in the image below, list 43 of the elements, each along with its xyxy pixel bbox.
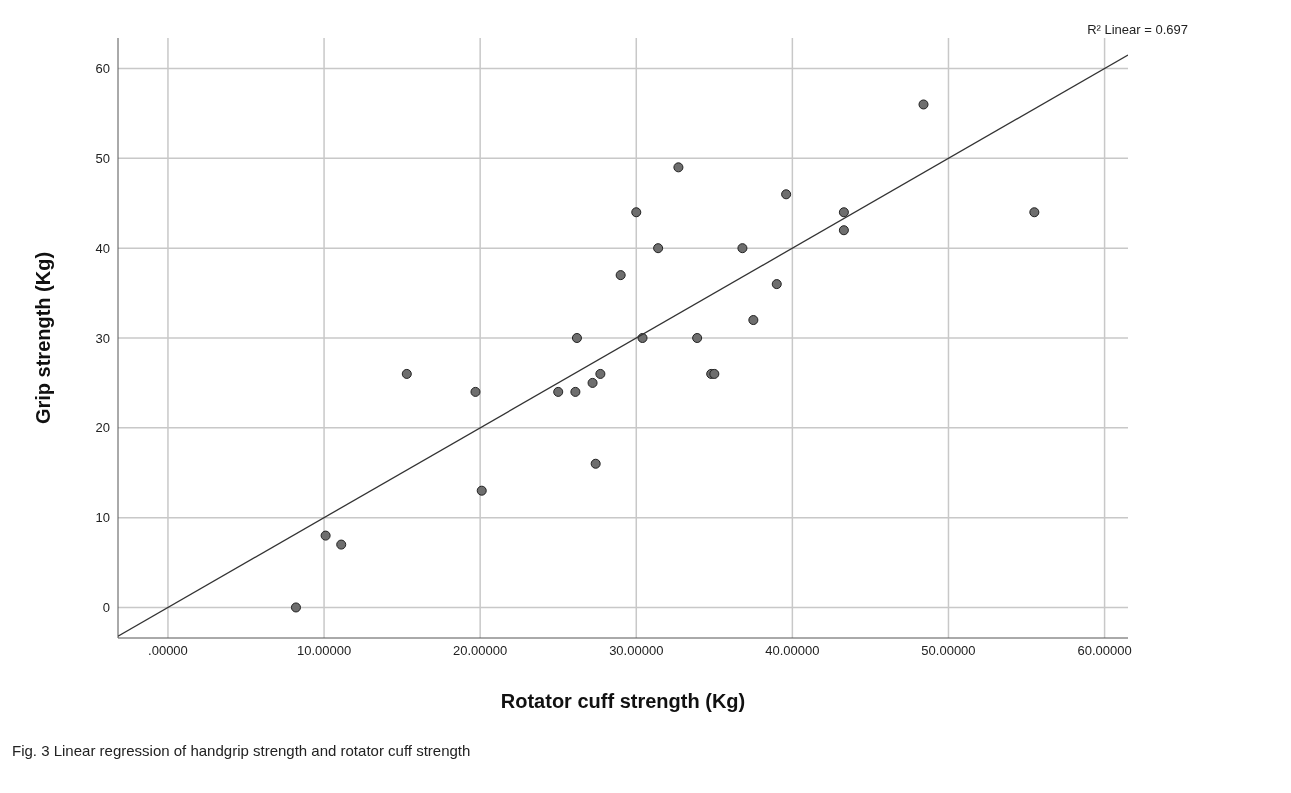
y-tick-label: 10 bbox=[95, 510, 110, 526]
point bbox=[631, 207, 642, 218]
y-tick-label: 50 bbox=[95, 150, 110, 166]
point bbox=[748, 315, 759, 326]
y-tick-label: 60 bbox=[95, 61, 110, 77]
x-tick-label: 40.00000 bbox=[765, 643, 820, 659]
point bbox=[595, 368, 606, 379]
point bbox=[838, 207, 849, 218]
point bbox=[771, 279, 782, 290]
y-tick-label: 20 bbox=[95, 420, 110, 436]
point bbox=[290, 602, 301, 613]
x-tick-label: .00000 bbox=[148, 643, 188, 659]
y-tick-label: 40 bbox=[95, 240, 110, 256]
point bbox=[320, 530, 331, 541]
point bbox=[838, 225, 849, 236]
y-axis-title: Grip strength (Kg) bbox=[32, 251, 55, 425]
text: R² Linear = 0.697 bbox=[1087, 22, 1188, 37]
point bbox=[1029, 207, 1040, 218]
x-tick-label: 60.00000 bbox=[1077, 643, 1132, 659]
point bbox=[673, 162, 684, 173]
point bbox=[470, 386, 481, 397]
point bbox=[587, 377, 598, 388]
y-tick-label: 0 bbox=[102, 600, 110, 616]
point bbox=[571, 332, 582, 344]
caption: Fig. 3 Linear regression of handgrip strength and rotator cuff strength bbox=[12, 742, 472, 759]
y-tick-label: 30 bbox=[95, 330, 110, 346]
point bbox=[336, 539, 347, 550]
point bbox=[692, 332, 703, 344]
point bbox=[590, 458, 601, 469]
point bbox=[476, 485, 487, 496]
point bbox=[401, 368, 412, 379]
point bbox=[570, 386, 581, 397]
x-tick-label: 30.00000 bbox=[609, 643, 664, 659]
x-tick-label: 10.00000 bbox=[296, 643, 352, 659]
x-tick-label: 50.00000 bbox=[921, 643, 976, 659]
point bbox=[553, 386, 564, 397]
point bbox=[615, 270, 626, 281]
point bbox=[653, 243, 664, 254]
x-tick-label: 20.00000 bbox=[453, 643, 508, 659]
point bbox=[918, 99, 929, 110]
x-axis-title: Rotator cuff strength (Kg) bbox=[500, 690, 746, 712]
point bbox=[781, 189, 792, 200]
point bbox=[737, 243, 748, 254]
